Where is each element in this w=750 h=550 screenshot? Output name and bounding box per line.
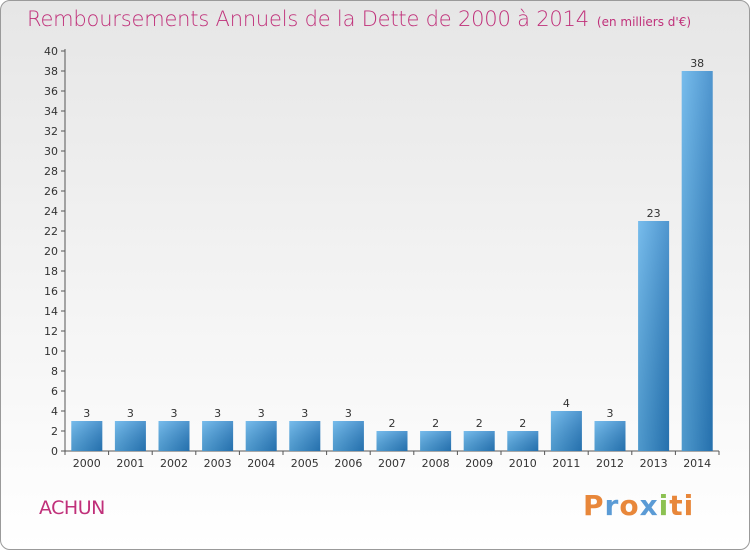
bar-shade: [376, 431, 408, 451]
bar-shade: [594, 421, 626, 451]
bar-shade: [463, 431, 495, 451]
y-tick-label: 12: [44, 325, 58, 338]
x-tick-label: 2012: [596, 457, 624, 470]
bar-shade: [158, 421, 190, 451]
bar-shade: [71, 421, 103, 451]
bar-shade: [245, 421, 277, 451]
y-tick-label: 8: [51, 365, 58, 378]
y-tick-label: 40: [44, 45, 58, 58]
bar-shade: [332, 421, 364, 451]
y-tick-label: 16: [44, 285, 58, 298]
logo-letter: i: [683, 489, 695, 522]
y-tick-label: 24: [44, 205, 58, 218]
y-tick-label: 28: [44, 165, 58, 178]
y-tick-label: 4: [51, 405, 58, 418]
x-tick-label: 2005: [291, 457, 319, 470]
x-axis: 2000 2001 2002 2003 2004 2005 2006 2007 2008 2009…: [64, 450, 720, 470]
x-tick-label: 2001: [116, 457, 144, 470]
bar-value-label: 3: [83, 407, 90, 420]
bar-shade: [420, 431, 452, 451]
commune-name: ACHUN: [39, 497, 105, 519]
bar-value-label: 23: [647, 207, 661, 220]
bar-value-label: 2: [519, 417, 526, 430]
y-tick-label: 36: [44, 85, 58, 98]
logo-letter: x: [639, 489, 659, 522]
y-tick-label: 20: [44, 245, 58, 258]
x-tick-label: 2002: [160, 457, 188, 470]
y-tick-label: 32: [44, 125, 58, 138]
chart-title: Remboursements Annuels de la Dette de 20…: [27, 7, 691, 31]
y-tick-label: 10: [44, 345, 58, 358]
y-tick-label: 34: [44, 105, 58, 118]
bar-value-label: 4: [563, 397, 570, 410]
bar-value-label: 3: [345, 407, 352, 420]
bar-value-label: 2: [389, 417, 396, 430]
x-tick-label: 2003: [204, 457, 232, 470]
x-tick-label: 2006: [334, 457, 362, 470]
x-tick-label: 2010: [509, 457, 537, 470]
bar-value-label: 3: [301, 407, 308, 420]
y-tick-label: 30: [44, 145, 58, 158]
x-tick-label: 2013: [640, 457, 668, 470]
proxiti-logo[interactable]: Proxiti: [583, 489, 694, 522]
x-tick-label: 2009: [465, 457, 493, 470]
bar-shade: [114, 421, 146, 451]
bar-shade: [681, 71, 713, 451]
bar-value-label: 2: [476, 417, 483, 430]
x-tick-label: 2007: [378, 457, 406, 470]
x-tick-label: 2014: [683, 457, 711, 470]
bar-shade: [202, 421, 234, 451]
logo-letter: o: [619, 489, 640, 522]
chart-title-text: Remboursements Annuels de la Dette de 20…: [27, 7, 589, 31]
logo-letter: t: [669, 489, 684, 522]
bar-value-label: 2: [432, 417, 439, 430]
y-tick-label: 22: [44, 225, 58, 238]
y-tick-label: 14: [44, 305, 58, 318]
y-tick-label: 6: [51, 385, 58, 398]
y-tick-label: 0: [51, 445, 58, 458]
x-tick-label: 2008: [422, 457, 450, 470]
y-tick-label: 38: [44, 65, 58, 78]
x-tick-label: 2011: [552, 457, 580, 470]
bar-value-label: 3: [127, 407, 134, 420]
logo-letter: i: [658, 489, 670, 522]
bar-value-label: 3: [214, 407, 221, 420]
bar-value-label: 3: [607, 407, 614, 420]
bar-shade: [550, 411, 582, 451]
logo-letter: P: [583, 489, 605, 522]
bar-value-label: 3: [171, 407, 178, 420]
bar-value-label: 38: [690, 57, 704, 70]
x-tick-label: 2000: [73, 457, 101, 470]
chart-unit-label: (en milliers d'€): [596, 15, 692, 29]
y-tick-label: 2: [51, 425, 58, 438]
y-tick-label: 26: [44, 185, 58, 198]
logo-letter: r: [604, 489, 620, 522]
bar-shade: [289, 421, 321, 451]
x-tick-label: 2004: [247, 457, 275, 470]
bars-group: 3 3 3 3 3 3 3 2 2 2 2 4 3 23 38: [71, 57, 713, 451]
bar-value-label: 3: [258, 407, 265, 420]
bar-shade: [638, 221, 670, 451]
bar-shade: [507, 431, 539, 451]
y-tick-label: 18: [44, 265, 58, 278]
